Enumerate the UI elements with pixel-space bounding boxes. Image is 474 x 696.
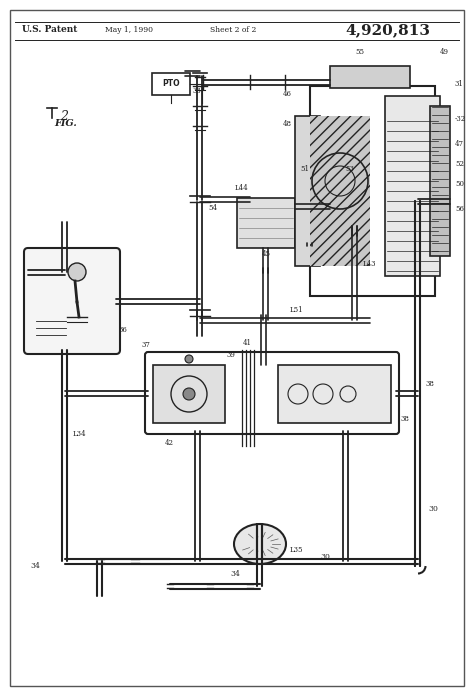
FancyBboxPatch shape bbox=[24, 248, 120, 354]
Text: 55: 55 bbox=[355, 48, 364, 56]
Text: 50: 50 bbox=[455, 180, 464, 188]
Text: 42: 42 bbox=[165, 439, 174, 447]
Text: L34: L34 bbox=[73, 430, 86, 438]
Bar bbox=[385, 96, 440, 276]
Circle shape bbox=[185, 355, 193, 363]
Text: 31: 31 bbox=[455, 80, 464, 88]
Bar bbox=[278, 365, 391, 423]
Text: 54: 54 bbox=[208, 204, 217, 212]
Bar bbox=[153, 365, 225, 423]
Text: 38: 38 bbox=[401, 415, 410, 423]
Text: 45: 45 bbox=[262, 250, 271, 258]
Circle shape bbox=[183, 388, 195, 400]
Text: 46: 46 bbox=[283, 90, 292, 98]
Text: 49: 49 bbox=[440, 48, 449, 56]
Text: FIG.: FIG. bbox=[54, 120, 77, 129]
Text: L35: L35 bbox=[290, 546, 303, 554]
Text: 30: 30 bbox=[428, 505, 438, 513]
Text: 51: 51 bbox=[300, 165, 309, 173]
Text: 47: 47 bbox=[455, 140, 464, 148]
Bar bbox=[237, 198, 295, 248]
Bar bbox=[430, 106, 450, 256]
Text: 48: 48 bbox=[283, 120, 292, 128]
FancyBboxPatch shape bbox=[145, 352, 399, 434]
Text: Sheet 2 of 2: Sheet 2 of 2 bbox=[210, 26, 256, 34]
Text: 56: 56 bbox=[455, 205, 464, 213]
Text: L51: L51 bbox=[290, 306, 304, 314]
Text: 37: 37 bbox=[142, 341, 151, 349]
Text: PTO: PTO bbox=[162, 79, 180, 88]
Bar bbox=[152, 73, 190, 95]
Bar bbox=[310, 86, 435, 296]
Text: 38: 38 bbox=[426, 380, 435, 388]
Text: 41: 41 bbox=[243, 339, 252, 347]
Text: 34: 34 bbox=[230, 570, 240, 578]
Text: 33: 33 bbox=[193, 87, 202, 95]
Text: May 1, 1990: May 1, 1990 bbox=[105, 26, 153, 34]
Text: 39: 39 bbox=[227, 351, 236, 359]
Ellipse shape bbox=[234, 524, 286, 564]
Text: 4,920,813: 4,920,813 bbox=[345, 23, 430, 37]
Circle shape bbox=[68, 263, 86, 281]
Text: 36: 36 bbox=[119, 326, 128, 334]
Text: L44: L44 bbox=[235, 184, 249, 192]
Text: 30: 30 bbox=[320, 553, 330, 561]
Text: -32: -32 bbox=[455, 115, 466, 123]
Text: 34: 34 bbox=[30, 562, 40, 570]
Text: U.S. Patent: U.S. Patent bbox=[22, 26, 77, 35]
Bar bbox=[330, 66, 410, 88]
Text: 52: 52 bbox=[455, 160, 464, 168]
Text: 53: 53 bbox=[345, 165, 354, 173]
Text: 2: 2 bbox=[60, 109, 68, 122]
Bar bbox=[295, 116, 320, 266]
Text: L43: L43 bbox=[363, 260, 376, 268]
Bar bbox=[310, 116, 370, 266]
